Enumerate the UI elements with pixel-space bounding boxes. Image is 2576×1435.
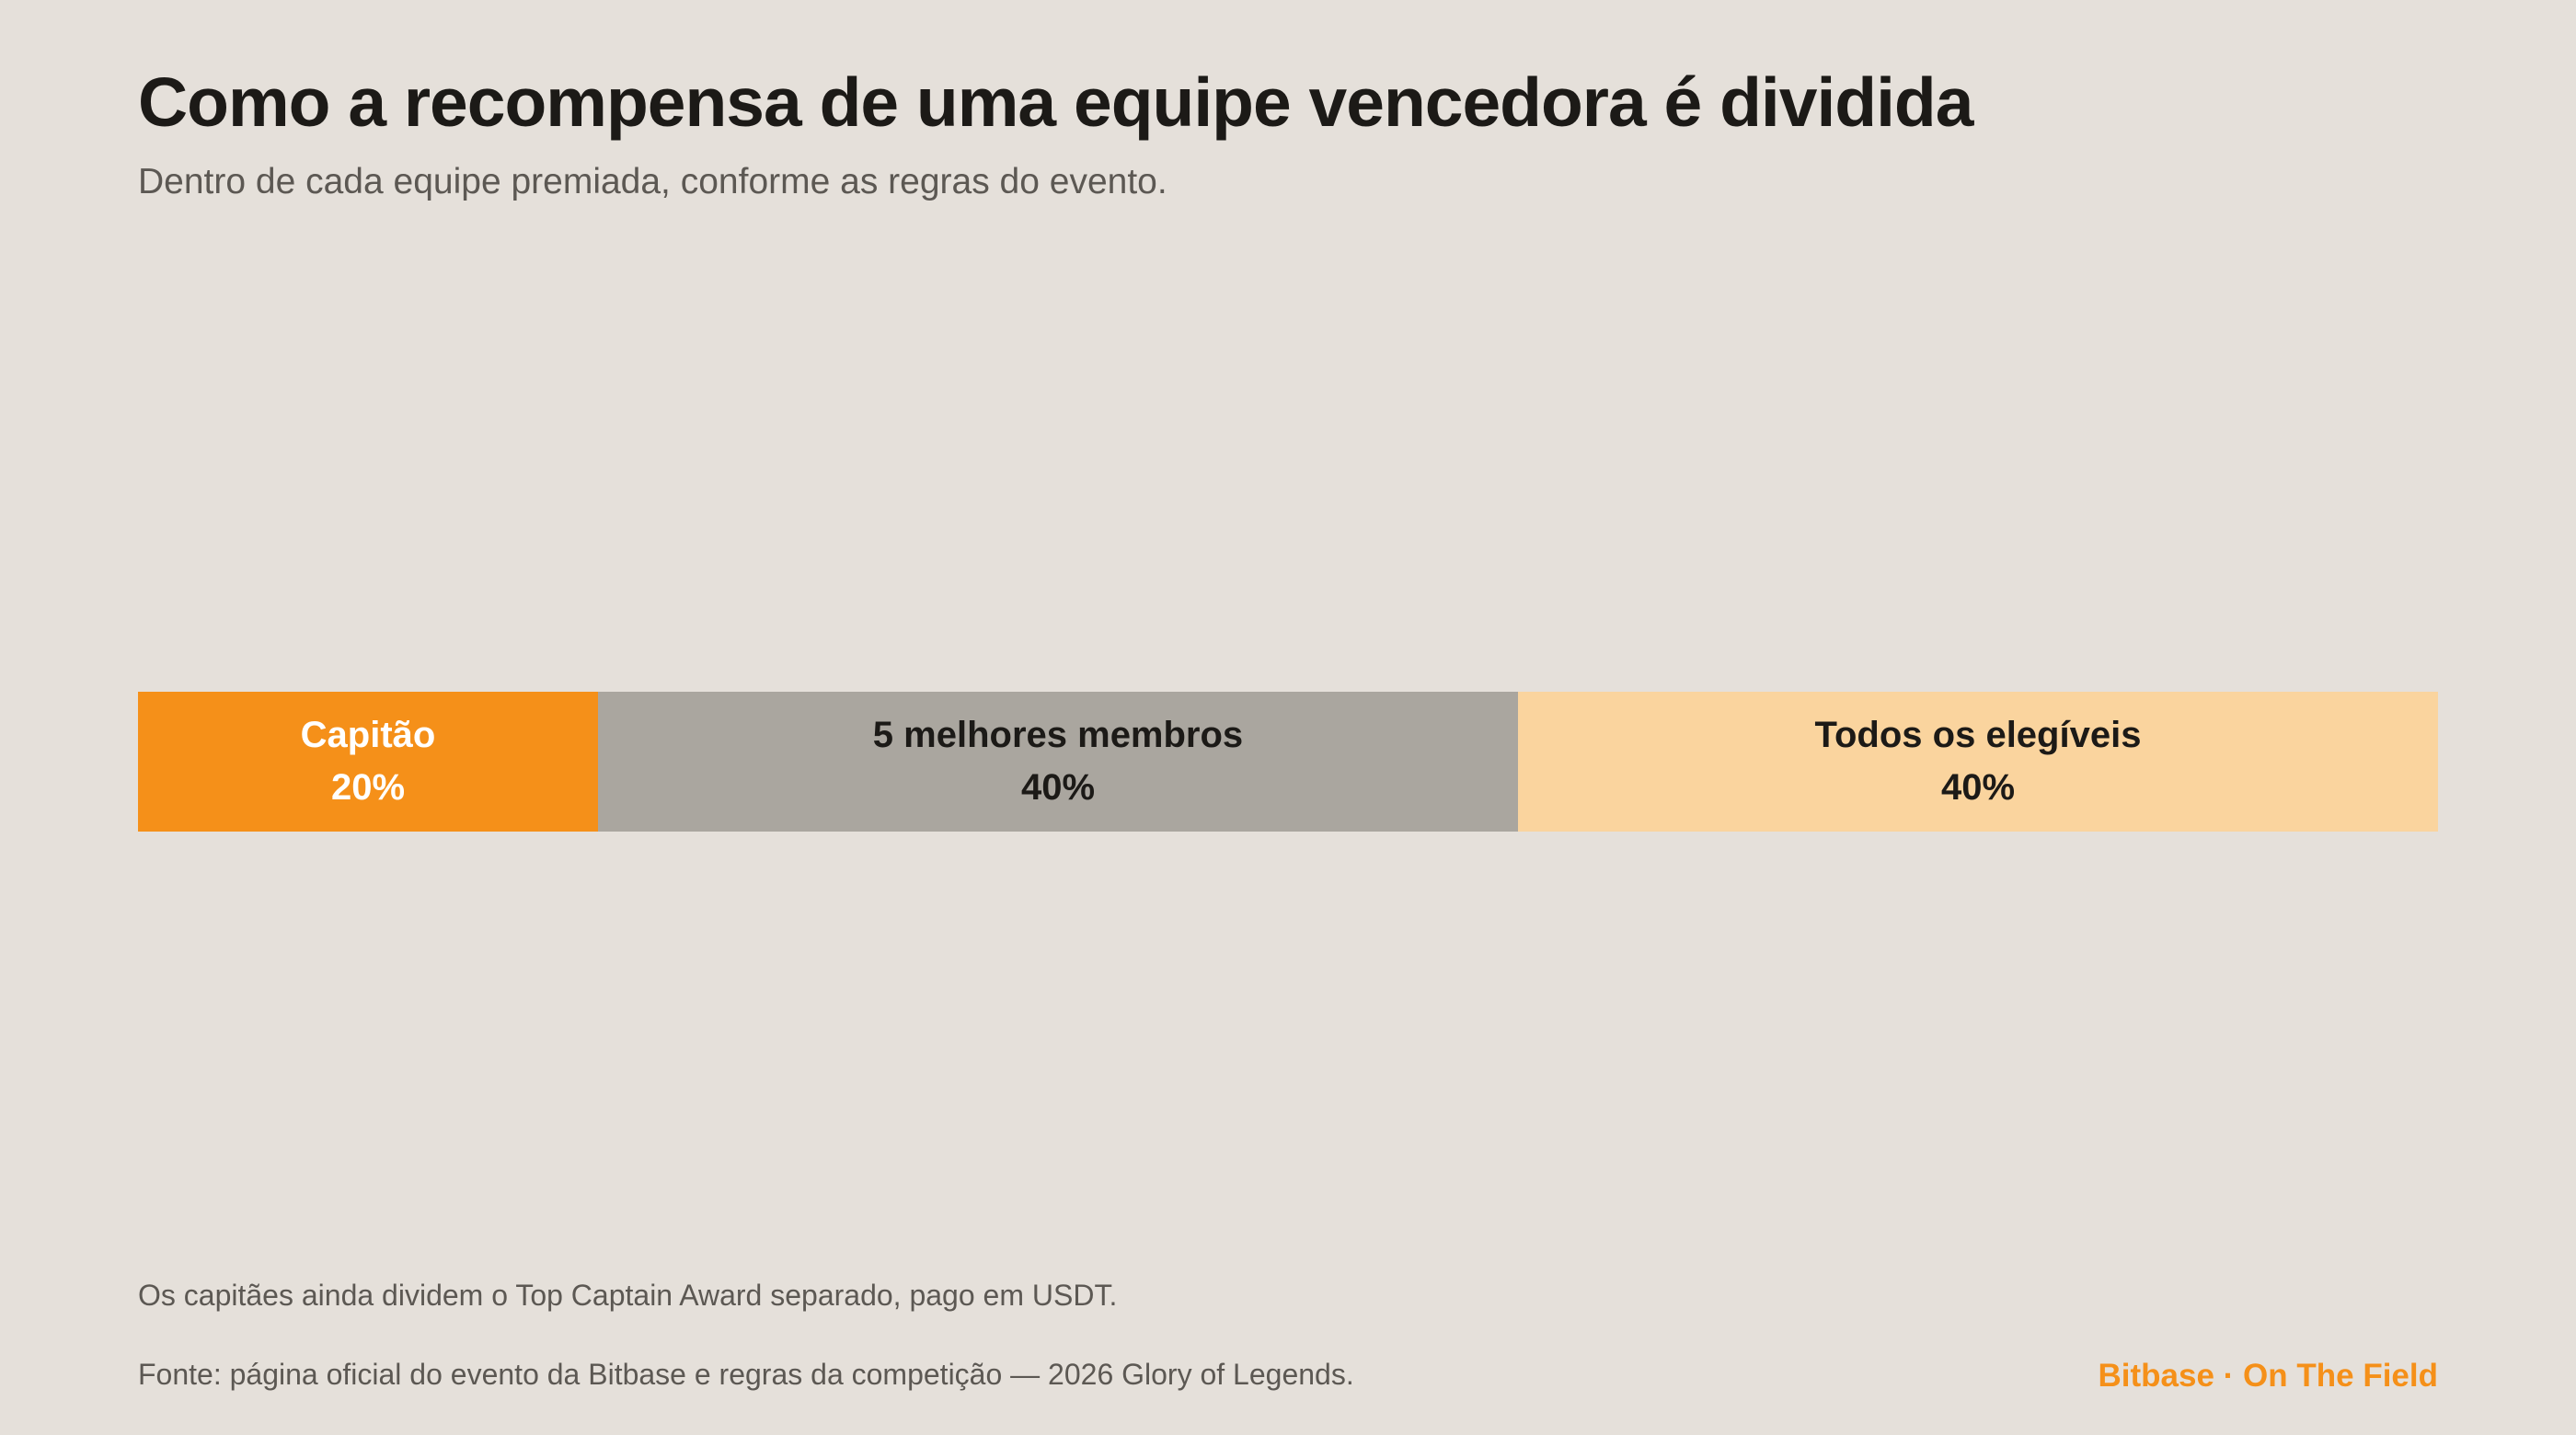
brand-label: Bitbase · On The Field: [2098, 1358, 2438, 1394]
chart-subtitle: Dentro de cada equipe premiada, conforme…: [138, 162, 1167, 201]
segment-1-bar: [138, 692, 598, 832]
segment-2-name-label: 5 melhores membros: [873, 715, 1243, 755]
source-note: Fonte: página oficial do evento da Bitba…: [138, 1358, 1354, 1391]
segment-1-value-label: 20%: [331, 767, 405, 808]
footnote: Os capitães ainda dividem o Top Captain …: [138, 1279, 1118, 1312]
segment-2-value-label: 40%: [1021, 767, 1095, 808]
segment-1-name-label: Capitão: [301, 715, 436, 755]
chart-title: Como a recompensa de uma equipe vencedor…: [138, 63, 1973, 141]
segment-3-name-label: Todos os elegíveis: [1815, 715, 2142, 755]
stacked-bar-chart: Capitão 20% 5 melhores membros 40% Todos os …: [138, 692, 2438, 832]
segment-2-bar: [598, 692, 1518, 832]
segment-3-bar: [1518, 692, 2438, 832]
segment-3-value-label: 40%: [1941, 767, 2015, 808]
